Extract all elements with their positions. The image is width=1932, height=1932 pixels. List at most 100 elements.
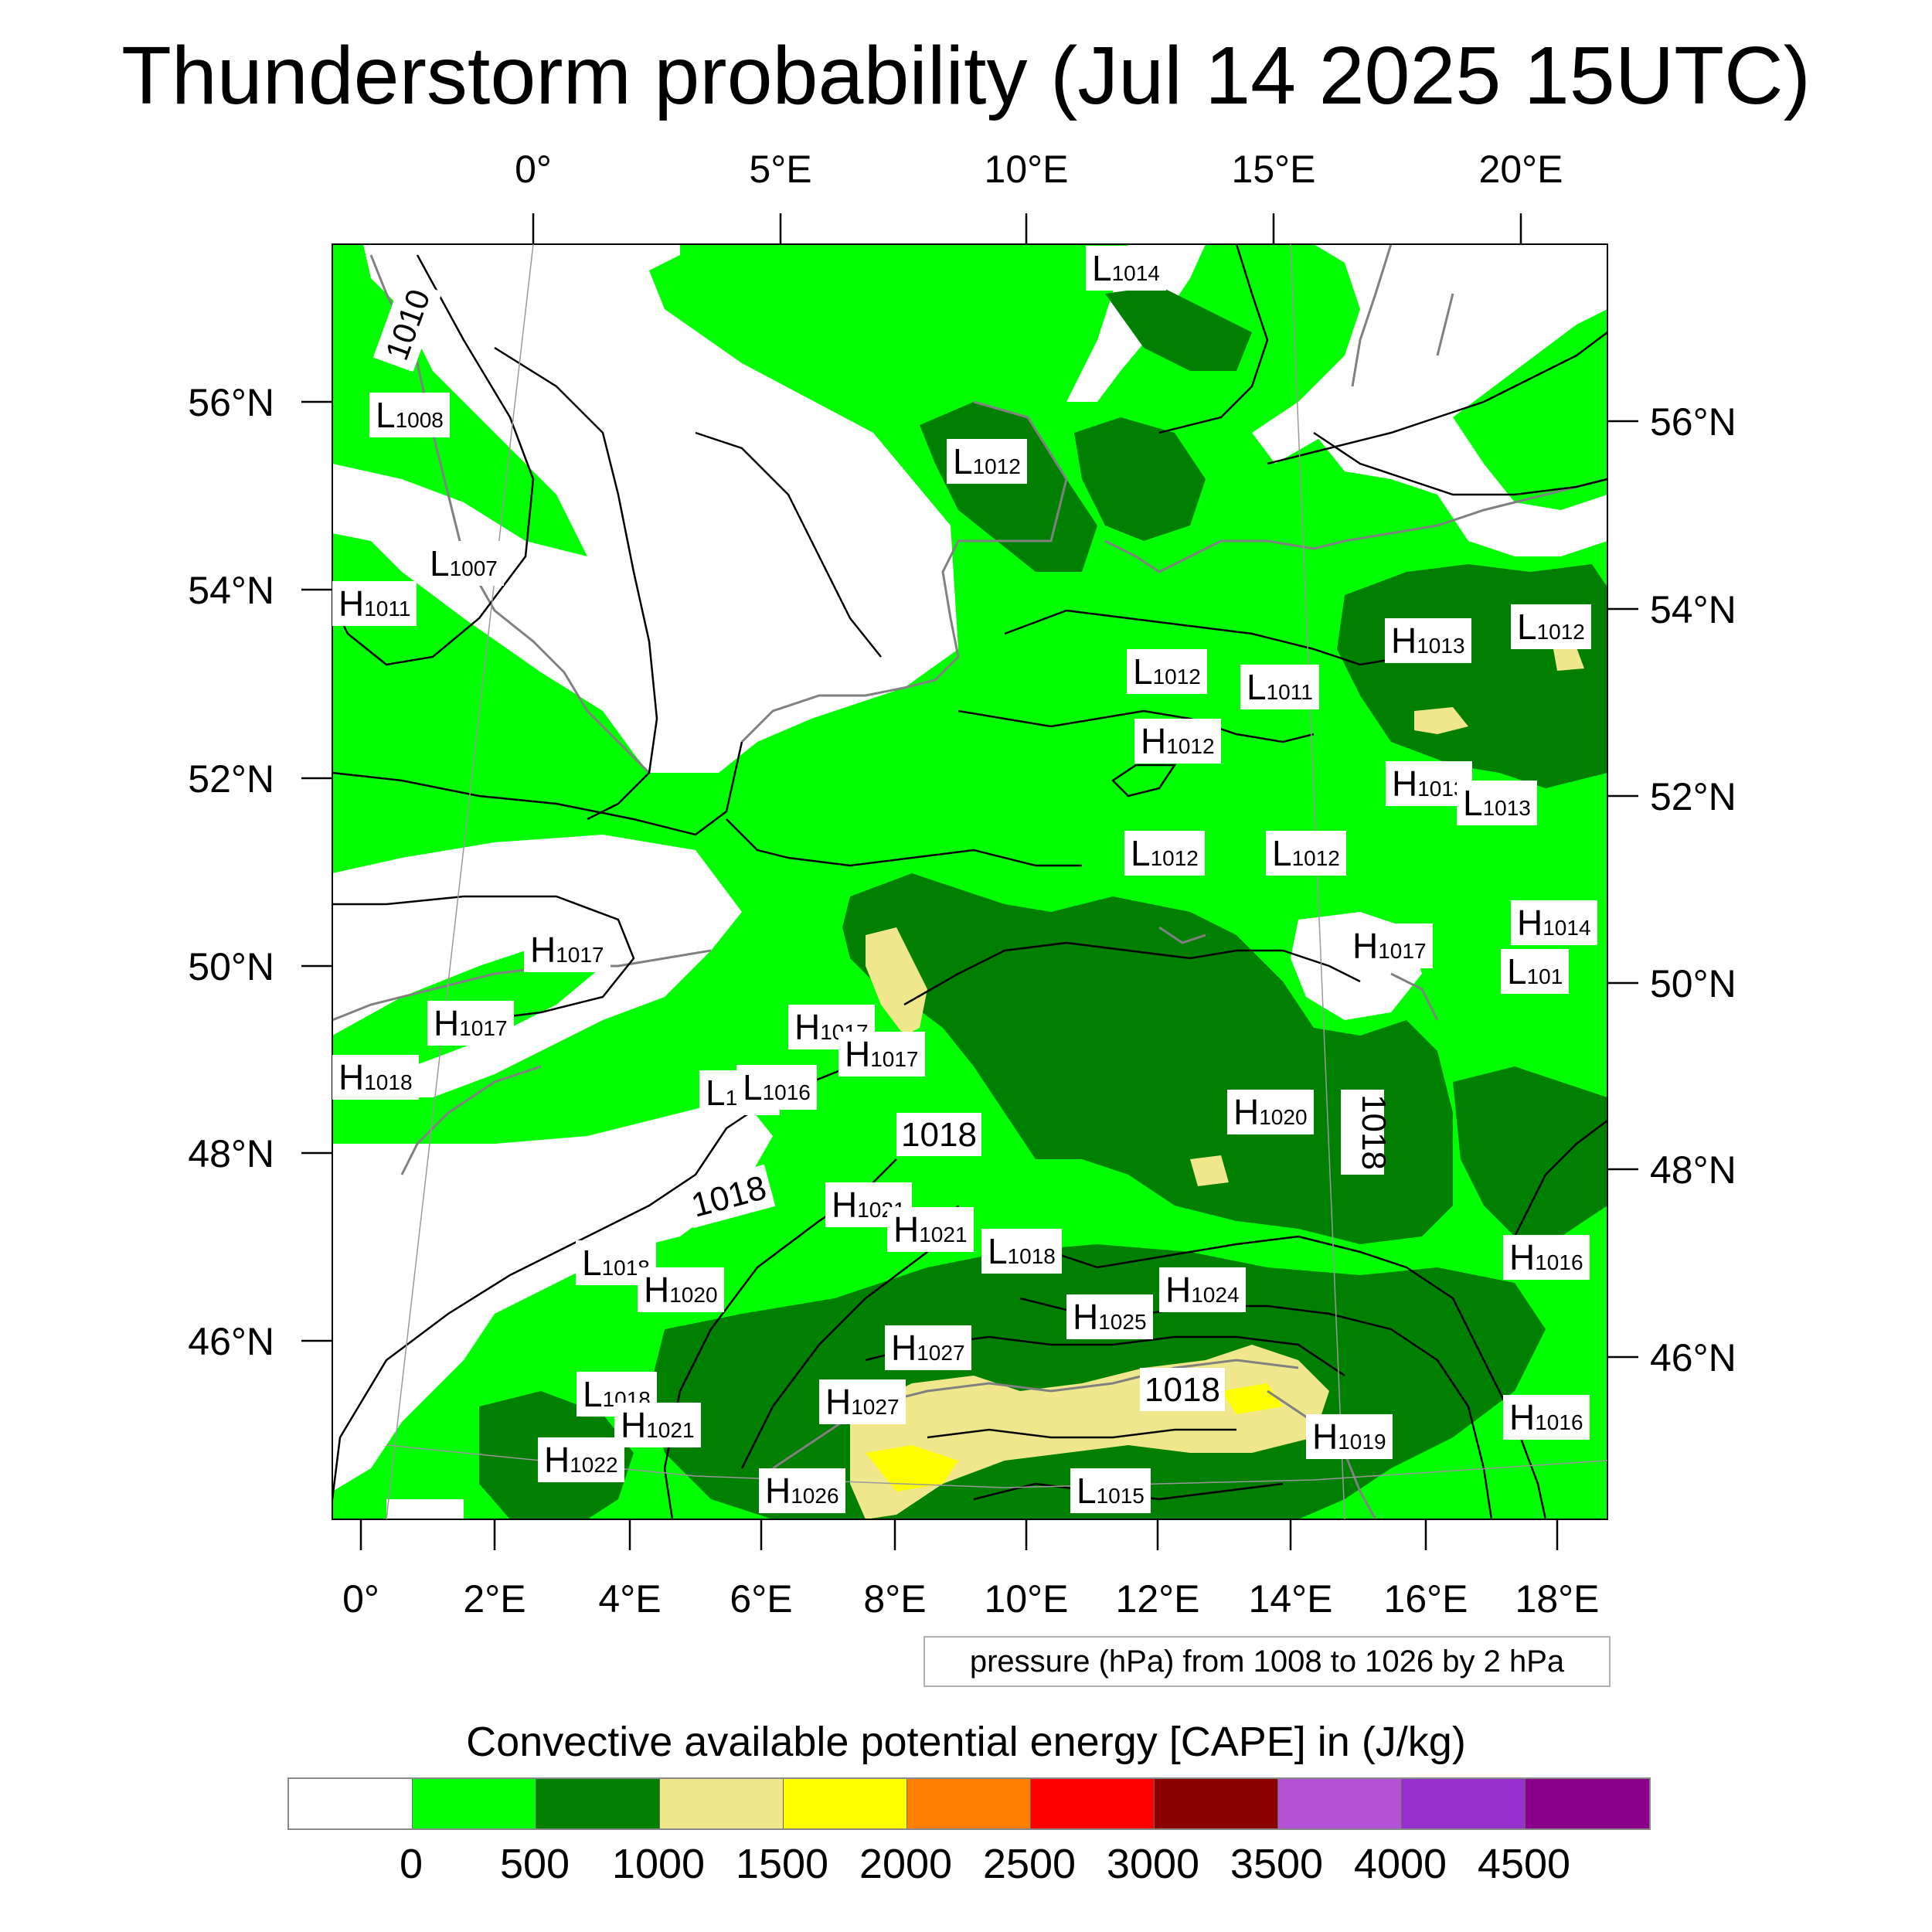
high-pressure-label: H1025 [1066,1294,1153,1339]
pressure-symbol: H [845,1034,871,1074]
pressure-symbol: H [338,1057,365,1097]
cape-mid-czech [1453,1066,1607,1236]
pressure-symbol: H [893,1209,920,1250]
pressure-value: 1020 [1259,1105,1308,1129]
left-lat-label: 52°N [188,757,274,801]
high-pressure-label: H1020 [638,1267,724,1312]
map-frame [332,243,1608,1520]
pressure-value: 1017 [1378,939,1427,963]
top-lon-label: 15°E [1232,148,1316,191]
pressure-symbol: H [1509,1397,1536,1437]
high-pressure-label: H1020 [1227,1090,1314,1134]
legend-tick-label: 0 [399,1841,423,1887]
legend-ticks: 0 500 1000 1500 2000 2500 3000 3500 4000 4500 [287,1839,1651,1893]
high-pressure-label: H1012 [1134,719,1221,764]
pressure-symbol: H [825,1382,852,1422]
legend-color-box [536,1779,660,1828]
high-pressure-label: H1022 [538,1437,624,1482]
cape-none-corsica [386,1499,464,1519]
pressure-value: 1011 [1266,680,1313,704]
pressure-value: 1014 [1543,916,1591,940]
legend-color-box [1031,1779,1155,1828]
legend-color-box [784,1779,907,1828]
pressure-value: 1015 [1096,1484,1145,1508]
pressure-value: 1012 [972,454,1021,478]
pressure-value: 1019 [1338,1430,1386,1454]
pressure-note: pressure (hPa) from 1008 to 1026 by 2 hP… [923,1636,1611,1687]
pressure-symbol: H [1233,1092,1260,1132]
pressure-symbol: L [376,395,396,435]
right-lat-label: 50°N [1650,962,1736,1005]
pressure-symbol: L [1133,651,1153,692]
pressure-symbol: H [794,1007,821,1047]
left-lat-label: 48°N [188,1132,274,1175]
pressure-value: 1017 [556,943,604,967]
color-legend [287,1777,1651,1830]
high-pressure-label: H1017 [427,1001,514,1046]
pressure-symbol: H [1312,1417,1338,1457]
high-pressure-label: H1011 [332,581,417,626]
legend-color-box [1402,1779,1526,1828]
high-pressure-label: H1021 [614,1403,701,1447]
low-pressure-label: L1016 [736,1065,817,1110]
pressure-symbol: L [1077,1471,1097,1511]
pressure-symbol: H [1392,764,1418,804]
left-lat-label: 56°N [188,381,274,424]
legend-color-box [1155,1779,1278,1828]
legend-color-box [289,1779,413,1828]
low-pressure-label: L1012 [1127,649,1207,694]
bottom-lon-label: 0° [342,1577,379,1621]
isobar-label: 1018 [1355,1094,1393,1170]
pressure-value: 1011 [364,597,411,621]
pressure-symbol: H [434,1003,460,1043]
pressure-symbol: H [1352,926,1379,966]
high-pressure-label: H1021 [887,1207,974,1252]
pressure-symbol: H [832,1185,858,1225]
pressure-symbol: L [1131,833,1151,873]
legend-color-box [1526,1779,1649,1828]
legend-title: Convective available potential energy [C… [466,1719,1466,1765]
pressure-symbol: H [338,583,365,624]
legend-tick-label: 500 [499,1841,570,1887]
legend-color-box [907,1779,1031,1828]
pressure-value: 1018 [364,1070,413,1094]
legend-color-box [1278,1779,1402,1828]
tick-marks [301,213,1638,1550]
pressure-value: 1027 [851,1395,900,1419]
cape-high-poland1 [1414,707,1468,734]
pressure-value: 1012 [1536,620,1585,644]
pressure-value: 101 [1526,964,1563,988]
pressure-value: 1017 [870,1047,919,1071]
high-pressure-label: H1018 [332,1055,419,1100]
pressure-value: 1024 [1191,1283,1240,1307]
pressure-symbol: L [988,1231,1008,1271]
bottom-lon-label: 4°E [598,1577,661,1621]
pressure-symbol: H [765,1471,791,1511]
legend-tick-label: 4000 [1353,1841,1447,1887]
bottom-lon-label: 12°E [1116,1577,1200,1621]
pressure-symbol: H [644,1270,670,1310]
top-lon-label: 10°E [985,148,1069,191]
right-lat-label: 48°N [1650,1148,1736,1192]
pressure-value: 1016 [1535,1410,1583,1434]
pressure-symbol: L [1092,248,1112,288]
cape-none-sweden [1252,244,1607,464]
pressure-symbol: H [1391,621,1417,661]
pressure-value: 1025 [1098,1310,1147,1334]
right-lat-label: 52°N [1650,775,1736,818]
pressure-symbol: H [1073,1297,1099,1337]
pressure-symbol: H [530,930,556,970]
high-pressure-label: H1027 [885,1325,971,1370]
pressure-value: 1022 [570,1453,618,1477]
pressure-symbol: L [1507,951,1527,992]
right-lat-label: 46°N [1650,1336,1736,1379]
isobar-label: 1018 [1145,1371,1220,1409]
legend-tick-label: 1000 [611,1841,706,1887]
pressure-value: 1017 [459,1016,508,1040]
pressure-symbol: H [1509,1237,1536,1277]
pressure-symbol: L [1272,833,1292,873]
bottom-lon-label: 6°E [730,1577,792,1621]
pressure-symbol: L [743,1067,763,1107]
low-pressure-label: L1018 [576,1240,656,1285]
top-lon-label: 20°E [1479,148,1563,191]
